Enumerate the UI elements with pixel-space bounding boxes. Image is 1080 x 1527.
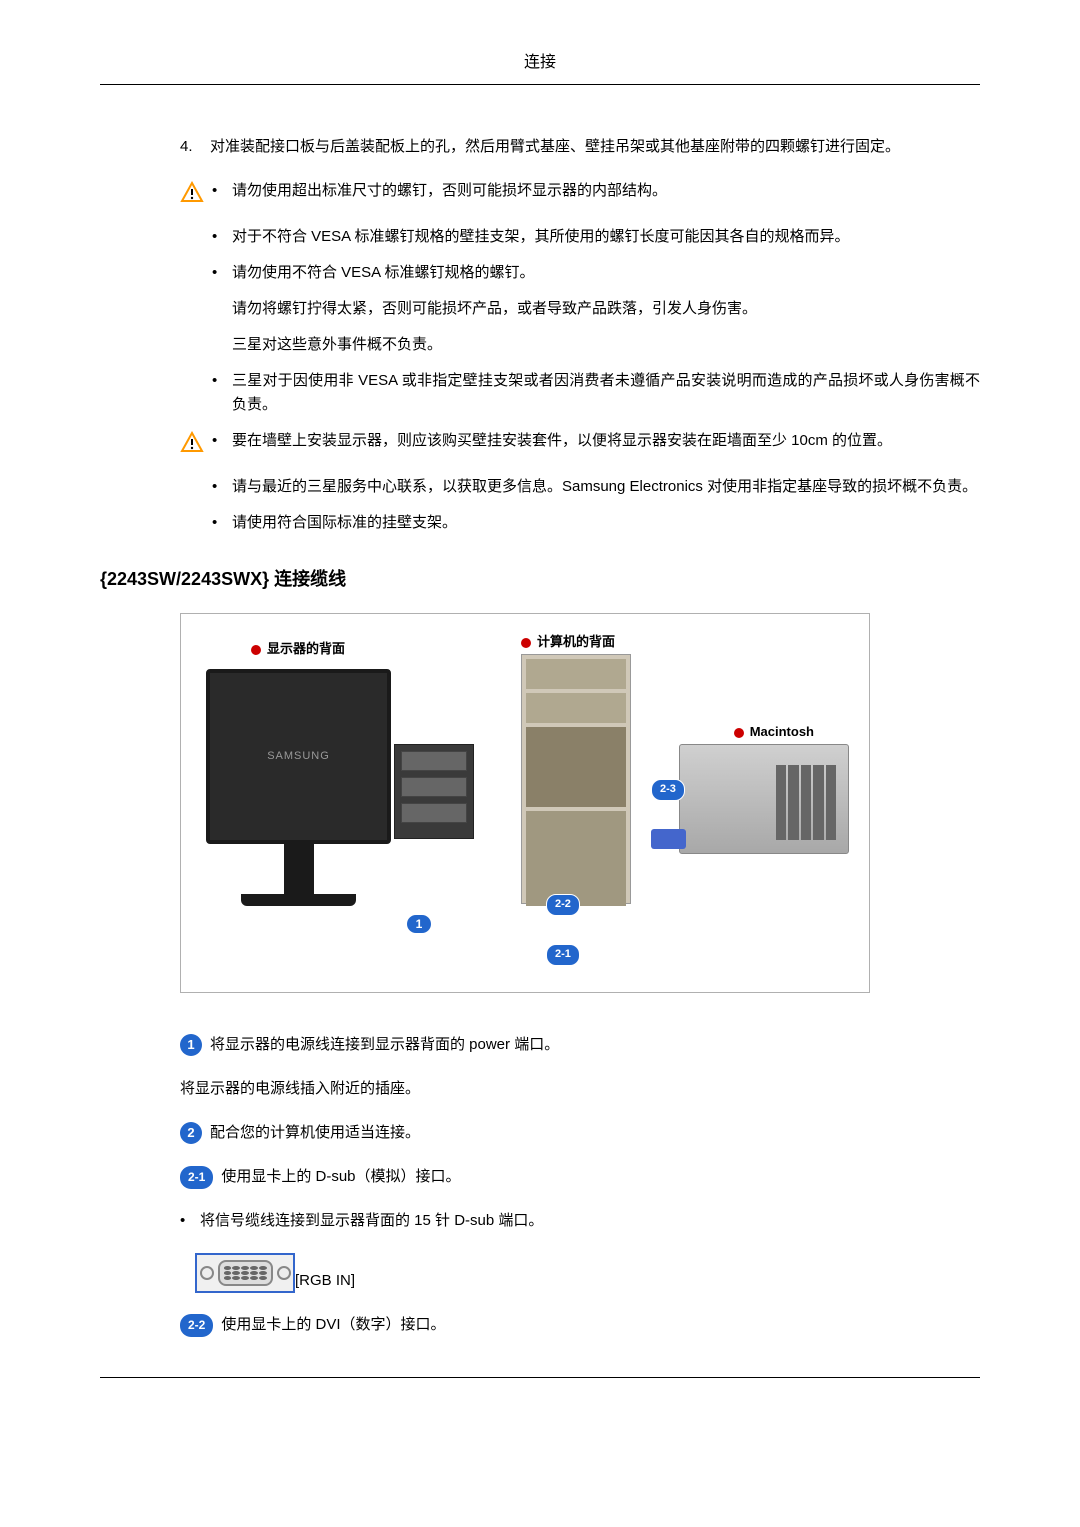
callout-1: 1: [406, 914, 432, 934]
step-text: 使用显卡上的 D-sub（模拟）接口。: [221, 1165, 460, 1189]
warning-bullet: • 请勿使用不符合 VESA 标准螺钉规格的螺钉。: [180, 261, 980, 285]
red-dot-icon: [734, 728, 744, 738]
red-dot-icon: [521, 638, 531, 648]
step-4: 4. 对准装配接口板与后盖装配板上的孔，然后用臂式基座、壁挂吊架或其他基座附带的…: [180, 135, 980, 159]
step-1b-text: 将显示器的电源线插入附近的插座。: [180, 1077, 980, 1101]
port-label: [RGB IN]: [295, 1269, 355, 1293]
rgb-port-illustration: [RGB IN]: [195, 1253, 980, 1293]
vga-connector: [651, 829, 686, 849]
warning-bullet: • 请使用符合国际标准的挂壁支架。: [180, 511, 980, 535]
step-text: 将显示器的电源线连接到显示器背面的 power 端口。: [210, 1033, 559, 1057]
callout-2-3: 2-3: [651, 779, 685, 801]
page-header: 连接: [100, 50, 980, 85]
step-badge: 1: [180, 1034, 202, 1056]
section-title: {2243SW/2243SWX} 连接缆线: [100, 565, 980, 594]
warning-icon: [180, 181, 204, 203]
warning-icon: [180, 431, 204, 453]
step-2: 2 配合您的计算机使用适当连接。: [180, 1121, 980, 1145]
warning-bullet: • 要在墙壁上安装显示器，则应该购买壁挂安装套件，以便将显示器安装在距墙面至少 …: [212, 429, 980, 453]
mac-illustration: [679, 744, 849, 854]
step-text: 对准装配接口板与后盖装配板上的孔，然后用臂式基座、壁挂吊架或其他基座附带的四颗螺…: [210, 135, 980, 159]
footer-divider: [100, 1377, 980, 1378]
warning-sub-text: 请勿将螺钉拧得太紧，否则可能损坏产品，或者导致产品跌落，引发人身伤害。: [232, 297, 980, 321]
step-text: 使用显卡上的 DVI（数字）接口。: [221, 1313, 445, 1337]
red-dot-icon: [251, 645, 261, 655]
step-1: 1 将显示器的电源线连接到显示器背面的 power 端口。: [180, 1033, 980, 1057]
step-text: 配合您的计算机使用适当连接。: [210, 1121, 420, 1145]
pc-illustration: [521, 654, 631, 904]
step-2-1-bullet: • 将信号缆线连接到显示器背面的 15 针 D-sub 端口。: [180, 1209, 980, 1233]
ports-panel: [394, 744, 474, 839]
pc-label: 计算机的背面: [521, 632, 615, 653]
step-badge: 2: [180, 1122, 202, 1144]
warning-bullet: • 三星对于因使用非 VESA 或非指定壁挂支架或者因消费者未遵循产品安装说明而…: [180, 369, 980, 417]
warning-section-1: • 请勿使用超出标准尺寸的螺钉，否则可能损坏显示器的内部结构。 • 对于不符合 …: [180, 179, 980, 535]
warning-sub-text: 三星对这些意外事件概不负责。: [232, 333, 980, 357]
step-number: 4.: [180, 135, 210, 159]
warning-bullet: • 请与最近的三星服务中心联系，以获取更多信息。Samsung Electron…: [180, 475, 980, 499]
step-badge: 2-2: [180, 1314, 213, 1337]
step-badge: 2-1: [180, 1166, 213, 1189]
connection-diagram: 显示器的背面 计算机的背面 Macintosh SAMSUNG: [180, 613, 870, 993]
samsung-logo: SAMSUNG: [267, 748, 330, 766]
mac-label: Macintosh: [734, 722, 814, 743]
monitor-illustration: SAMSUNG: [206, 669, 391, 924]
warning-bullet: • 对于不符合 VESA 标准螺钉规格的壁挂支架，其所使用的螺钉长度可能因其各自…: [180, 225, 980, 249]
callout-2-1: 2-1: [546, 944, 580, 966]
warning-bullet: • 请勿使用超出标准尺寸的螺钉，否则可能损坏显示器的内部结构。: [212, 179, 980, 203]
monitor-label: 显示器的背面: [251, 639, 345, 660]
step-2-1: 2-1 使用显卡上的 D-sub（模拟）接口。: [180, 1165, 980, 1189]
step-2-2: 2-2 使用显卡上的 DVI（数字）接口。: [180, 1313, 980, 1337]
callout-2-2: 2-2: [546, 894, 580, 916]
